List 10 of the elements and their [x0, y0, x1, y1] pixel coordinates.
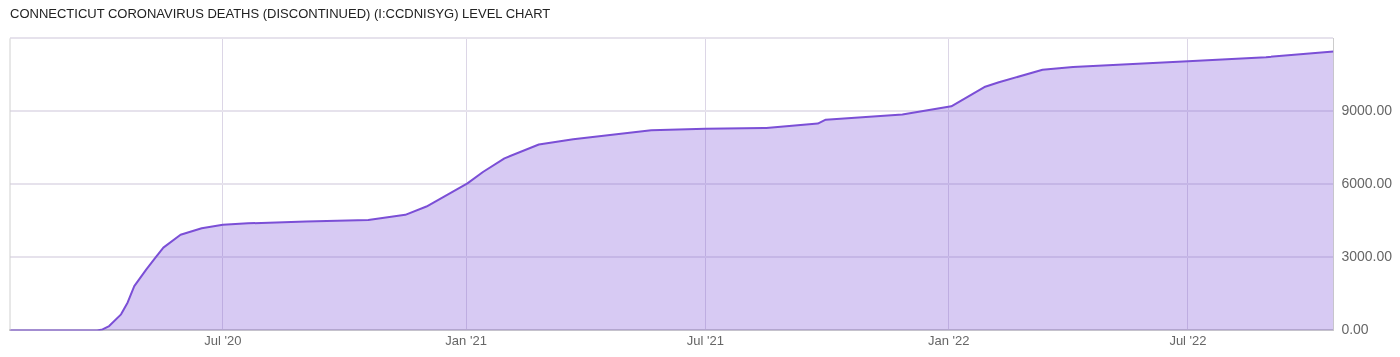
chart-title: CONNECTICUT CORONAVIRUS DEATHS (DISCONTINUED) (I:CCDNISYG) LEVEL CHART [10, 6, 551, 21]
x-tick-label: Jul '21 [686, 332, 724, 348]
y-tick-label: 0.00 [1341, 321, 1369, 338]
x-tick-label: Jan '21 [445, 332, 487, 348]
y-tick-label: 9000.00 [1341, 102, 1393, 119]
x-tick-label: Jul '22 [1169, 332, 1207, 348]
x-tick-label: Jan '22 [927, 332, 970, 348]
x-tick-label: Jul '20 [204, 332, 242, 348]
y-tick-label: 3000.00 [1341, 248, 1393, 265]
y-tick-label: 6000.00 [1341, 175, 1393, 192]
